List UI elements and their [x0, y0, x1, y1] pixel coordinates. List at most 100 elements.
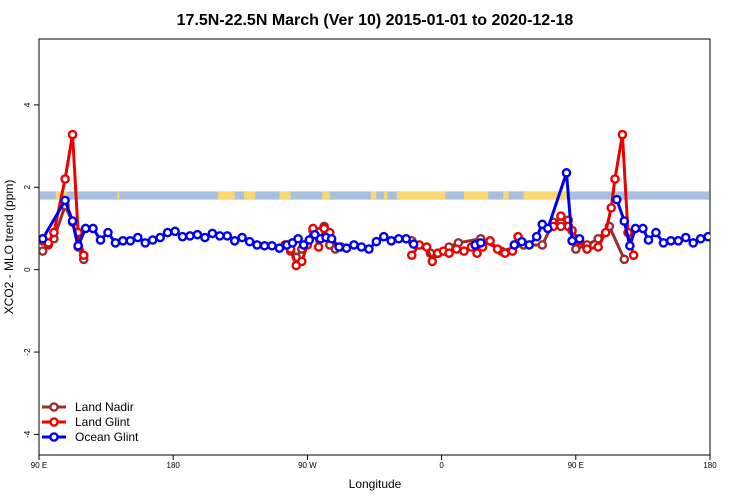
data-point	[593, 242, 603, 252]
data-point	[39, 233, 48, 244]
x-tick-label: 90 E	[568, 461, 584, 470]
data-point	[444, 248, 454, 258]
data-point	[393, 233, 404, 244]
data-point	[49, 227, 59, 238]
data-point	[293, 233, 303, 244]
data-point	[334, 242, 344, 252]
data-point	[600, 227, 611, 238]
x-tick-label: 90 E	[31, 461, 47, 470]
data-point	[643, 235, 654, 245]
data-point	[200, 232, 210, 243]
data-point	[386, 236, 397, 246]
data-point	[371, 236, 382, 247]
data-point	[244, 236, 255, 247]
data-point	[531, 231, 542, 242]
data-point	[509, 240, 520, 250]
data-point	[214, 231, 225, 241]
land-segment	[523, 191, 567, 200]
data-point	[298, 240, 309, 250]
data-point	[485, 236, 495, 246]
data-point	[125, 236, 136, 246]
data-point	[574, 233, 585, 244]
data-point	[207, 228, 218, 239]
series-ocean-glint	[39, 168, 710, 254]
x-tick-label: 90 W	[298, 461, 317, 470]
chart-title: 17.5N-22.5N March (Ver 10) 2015-01-01 to…	[177, 12, 574, 29]
data-point	[543, 223, 553, 234]
data-point	[274, 243, 285, 254]
data-point	[451, 244, 462, 254]
data-point	[571, 244, 581, 254]
y-tick-label: 4	[23, 102, 32, 107]
data-point	[617, 129, 628, 140]
data-point	[500, 248, 510, 258]
data-point	[658, 238, 669, 248]
data-point	[192, 229, 203, 240]
data-point	[78, 250, 89, 261]
data-point	[356, 242, 367, 252]
data-point	[88, 223, 98, 234]
data-point	[610, 174, 620, 184]
data-point	[703, 231, 710, 242]
data-point	[132, 232, 143, 243]
data-point	[408, 239, 419, 249]
data-point	[39, 246, 48, 256]
data-point	[222, 231, 233, 241]
data-point	[155, 232, 165, 243]
data-point	[177, 231, 188, 242]
data-point	[118, 236, 128, 246]
data-point	[67, 129, 78, 140]
data-point	[556, 221, 566, 232]
data-point	[297, 256, 307, 267]
legend-swatch-marker	[49, 402, 59, 412]
data-point	[60, 174, 70, 184]
data-point	[695, 233, 706, 244]
data-point	[103, 227, 113, 238]
data-point	[349, 240, 359, 250]
data-point	[524, 240, 535, 250]
legend-item: Land Glint	[42, 415, 130, 429]
data-point	[561, 168, 572, 178]
y-tick-label: 2	[23, 185, 32, 190]
data-point	[680, 232, 691, 243]
legend-swatch-marker	[49, 432, 59, 442]
data-point	[606, 203, 617, 213]
data-point	[267, 240, 277, 251]
land-segment	[244, 191, 256, 200]
series-layer	[39, 129, 710, 271]
land-segment	[383, 191, 388, 200]
data-point	[95, 235, 106, 245]
x-tick-label: 180	[167, 461, 181, 470]
data-point	[162, 227, 173, 238]
data-point	[427, 256, 438, 267]
land-segment	[396, 191, 446, 200]
y-tick-label: 0	[23, 267, 32, 272]
data-point	[379, 231, 389, 242]
data-point	[406, 250, 417, 261]
data-point	[688, 238, 699, 248]
data-point	[537, 240, 548, 250]
land-segment	[322, 191, 330, 200]
legend-label: Ocean Glint	[75, 430, 139, 444]
data-point	[516, 236, 527, 247]
data-point	[567, 236, 577, 246]
legend-item: Ocean Glint	[42, 430, 139, 444]
data-point	[556, 211, 566, 221]
data-point	[666, 236, 676, 246]
data-point	[625, 240, 635, 251]
data-point	[67, 216, 78, 226]
legend-item: Land Nadir	[42, 400, 134, 414]
data-point	[313, 242, 324, 252]
y-tick-label: -2	[23, 348, 32, 356]
x-tick-label: 0	[439, 461, 444, 470]
data-point	[364, 244, 374, 254]
x-tick-label: 180	[703, 461, 717, 470]
data-point	[170, 226, 180, 237]
land-segment	[279, 191, 291, 200]
data-point	[459, 246, 469, 256]
legend-swatch-marker	[49, 417, 59, 427]
data-point	[673, 236, 684, 246]
data-point	[140, 238, 151, 248]
